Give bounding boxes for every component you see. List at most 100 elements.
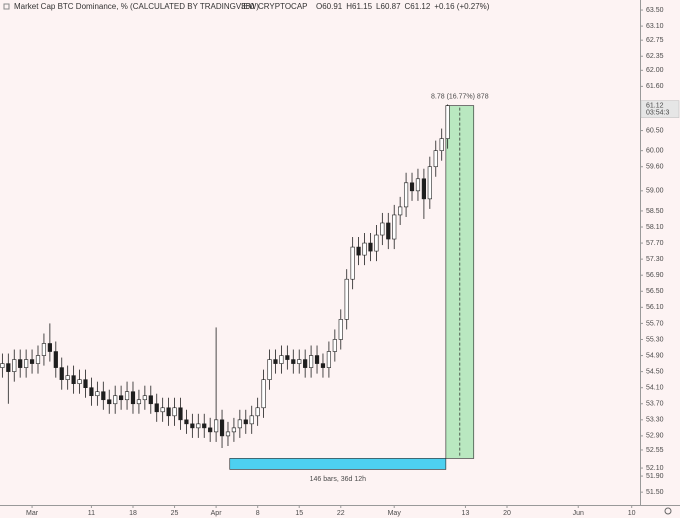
candle-body — [184, 419, 189, 425]
candle-body — [273, 359, 278, 364]
candle-body — [53, 351, 58, 368]
y-tick-label: 60.00 — [646, 148, 664, 155]
candle-body — [89, 387, 94, 397]
candle-body — [398, 206, 403, 216]
candle-body — [386, 222, 391, 240]
candle-body — [124, 391, 130, 401]
y-tick-label: 52.55 — [646, 447, 664, 454]
y-tick-label: 62.00 — [646, 67, 664, 74]
x-tick-label: Jun — [573, 510, 584, 517]
x-tick-label: 20 — [503, 510, 511, 517]
y-tick-label: 60.50 — [646, 127, 664, 134]
candle-body — [445, 105, 450, 139]
candle-body — [83, 379, 88, 388]
candle-body — [41, 343, 47, 356]
y-tick-label: 62.75 — [646, 37, 664, 44]
y-tick-label: 53.70 — [646, 401, 664, 408]
x-tick-label: May — [388, 510, 402, 517]
candle-body — [332, 339, 337, 352]
candle-body — [196, 423, 201, 429]
ohlc-value: C61.12 — [405, 2, 431, 11]
x-tick-label: 8 — [256, 510, 260, 517]
symbol[interactable]: CRYPTOCAP — [258, 2, 308, 11]
y-tick-label: 51.50 — [646, 489, 664, 496]
y-tick-label: 61.60 — [646, 83, 664, 90]
x-tick-label: Apr — [211, 510, 223, 517]
candle-body — [237, 419, 242, 429]
candle-body — [308, 355, 314, 368]
candle-body — [178, 407, 183, 421]
y-tick-label: 56.10 — [646, 304, 664, 311]
candle-body — [374, 234, 379, 252]
y-tick-label: 56.50 — [646, 288, 664, 295]
candle-body — [255, 407, 260, 417]
candle-body — [160, 407, 165, 413]
candle-body — [320, 363, 326, 368]
candle-body — [285, 355, 290, 360]
candle-body — [225, 431, 231, 437]
ohlc-value: +0.16 (+0.27%) — [434, 2, 489, 11]
candle-body — [214, 419, 219, 433]
candle-body — [148, 395, 153, 405]
candle-body — [303, 359, 308, 368]
candle-body — [279, 355, 284, 364]
candle-body — [392, 214, 397, 240]
collapse-icon[interactable] — [3, 3, 10, 10]
candle-body — [113, 395, 118, 405]
candle-body — [231, 427, 237, 433]
candle-body — [439, 138, 444, 151]
candle-body — [0, 363, 5, 368]
candle-body — [415, 178, 421, 192]
y-tick-label: 58.50 — [646, 208, 664, 215]
candle-body — [409, 182, 415, 192]
candle-body — [107, 399, 112, 405]
candle-body — [119, 395, 124, 401]
candle-body — [136, 399, 142, 405]
candle-body — [142, 395, 147, 401]
candle-body — [427, 166, 432, 200]
candle-body — [362, 242, 367, 256]
y-tick-label: 58.10 — [646, 224, 664, 231]
candle-body — [166, 407, 171, 417]
y-tick-label: 57.30 — [646, 256, 664, 263]
ohlc-value: O60.91 — [316, 2, 343, 11]
candle-body — [59, 367, 64, 380]
candle-body — [350, 246, 355, 280]
ohlc-value: H61.15 — [346, 2, 372, 11]
candle-body — [24, 359, 29, 368]
candle-body — [326, 351, 332, 368]
candle-body — [190, 423, 195, 429]
candle-body — [12, 359, 17, 372]
candle-body — [130, 391, 136, 405]
candle-body — [219, 419, 225, 437]
candle-body — [403, 182, 409, 208]
y-tick-label: 53.30 — [646, 417, 664, 424]
time-range — [229, 458, 447, 470]
y-tick-label: 51.90 — [646, 473, 664, 480]
candle-body — [71, 375, 76, 384]
y-tick-label: 63.50 — [646, 7, 664, 14]
candle-body — [368, 242, 373, 252]
candle-body — [249, 415, 254, 425]
countdown: 03:54:3 — [646, 110, 669, 117]
ohlc-value: L60.87 — [376, 2, 401, 11]
candle-body — [243, 419, 248, 425]
y-tick-label: 59.60 — [646, 164, 664, 171]
candle-body — [172, 407, 177, 417]
candle-body — [18, 359, 23, 368]
candle-body — [433, 150, 438, 168]
x-tick-label: Mar — [26, 510, 39, 517]
y-tick-label: 52.90 — [646, 433, 664, 440]
y-tick-label: 59.00 — [646, 188, 664, 195]
candle-body — [101, 391, 106, 401]
y-tick-label: 63.10 — [646, 23, 664, 30]
candle-body — [202, 423, 207, 429]
candle-body — [421, 178, 426, 200]
y-tick-label: 54.10 — [646, 385, 664, 392]
settings-icon[interactable] — [664, 507, 672, 515]
x-tick-label: 10 — [628, 510, 636, 517]
candle-body — [380, 222, 385, 236]
candle-body — [291, 359, 296, 364]
